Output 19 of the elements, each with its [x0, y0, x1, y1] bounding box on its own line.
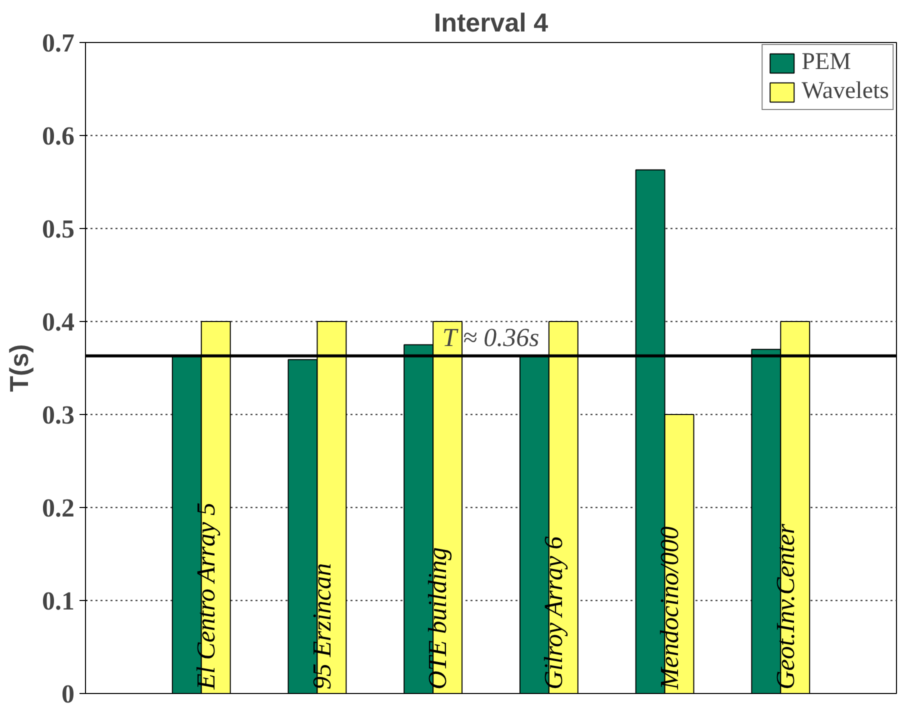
y-tick-label: 0.3 — [42, 400, 74, 430]
x-tick-label: El Centro Array 5 — [191, 502, 220, 690]
y-tick-label: 0.5 — [42, 214, 74, 244]
x-tick-label: Geot.Inv.Center — [770, 523, 800, 690]
y-tick-label: 0.1 — [42, 586, 74, 616]
y-tick-label: 0.6 — [42, 122, 74, 150]
y-tick-label: 0.4 — [42, 308, 74, 336]
x-tick-label: Mendocino/000 — [654, 526, 684, 690]
ref-line-label: T ≈ 0.36s — [442, 322, 540, 352]
y-tick-label: 0 — [62, 680, 74, 708]
x-tick-label: OTE building — [423, 547, 452, 690]
legend-label: PEM — [802, 49, 851, 76]
x-tick-label: 95 Erzincan — [307, 563, 336, 690]
chart-title: Interval 4 — [434, 8, 549, 38]
y-axis-title: T(s) — [4, 344, 34, 392]
x-tick-label: Gilroy Array 6 — [539, 536, 568, 690]
y-tick-label: 0.7 — [42, 28, 74, 58]
y-tick-label: 0.2 — [42, 494, 74, 522]
legend-label: Wavelets — [802, 78, 889, 105]
